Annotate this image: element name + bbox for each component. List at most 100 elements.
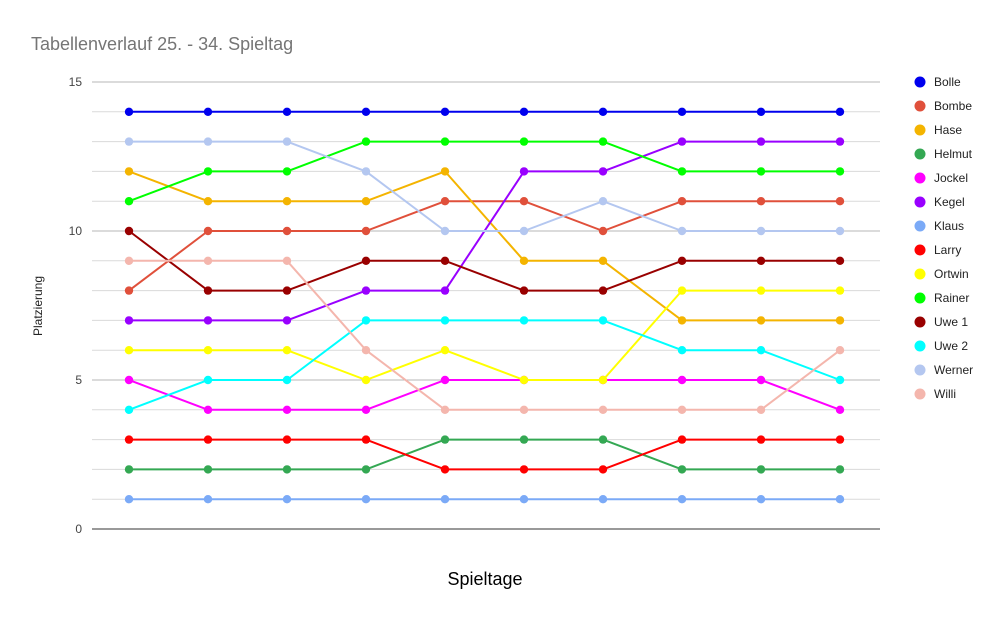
data-point	[361, 435, 371, 444]
data-point	[756, 137, 766, 146]
data-point	[203, 375, 213, 385]
data-point	[282, 375, 292, 385]
data-point	[598, 167, 608, 176]
data-point	[203, 226, 213, 236]
data-point	[756, 346, 766, 355]
legend-label: Klaus	[934, 219, 964, 233]
legend-item: Hase	[914, 123, 962, 137]
data-point	[203, 346, 213, 355]
series-group	[124, 107, 845, 504]
data-point	[124, 375, 134, 385]
data-point	[677, 226, 687, 236]
data-point	[282, 435, 292, 444]
data-point	[756, 375, 766, 385]
data-point	[835, 346, 845, 355]
series-willi	[124, 256, 845, 414]
data-point	[756, 465, 766, 474]
legend-marker	[914, 316, 926, 328]
data-point	[440, 226, 450, 236]
data-point	[598, 256, 608, 265]
data-point	[519, 435, 529, 444]
legend-label: Ortwin	[934, 267, 969, 281]
legend-label: Larry	[934, 243, 961, 257]
data-point	[677, 316, 687, 325]
legend-label: Bombe	[934, 99, 972, 113]
data-point	[677, 286, 687, 295]
legend-item: Willi	[914, 387, 956, 401]
data-point	[203, 286, 213, 295]
data-point	[835, 256, 845, 265]
series-line	[128, 200, 840, 292]
legend-marker	[914, 76, 926, 88]
series-line	[128, 319, 841, 411]
data-point	[124, 167, 134, 176]
legend-marker	[914, 196, 926, 208]
data-point	[282, 495, 292, 504]
data-point	[598, 405, 608, 414]
data-point	[756, 226, 766, 236]
legend-item: Klaus	[914, 219, 964, 233]
series-jockel	[124, 375, 845, 414]
data-point	[677, 256, 687, 265]
data-point	[124, 405, 134, 414]
data-point	[361, 375, 371, 385]
data-point	[519, 286, 529, 295]
legend-marker	[914, 148, 926, 160]
data-point	[677, 107, 687, 117]
data-point	[598, 197, 608, 206]
data-point	[203, 495, 213, 504]
legend-label: Hase	[934, 123, 962, 137]
data-point	[756, 197, 766, 206]
data-point	[756, 167, 766, 176]
series-line	[129, 259, 841, 411]
series-uwe-2	[124, 316, 845, 414]
data-point	[282, 167, 292, 176]
data-point	[677, 405, 687, 414]
legend-item: Uwe 2	[914, 339, 968, 353]
series-line	[129, 438, 840, 471]
data-point	[519, 316, 529, 325]
data-point	[835, 495, 845, 504]
series-uwe-1	[124, 226, 845, 295]
legend-item: Uwe 1	[914, 315, 968, 329]
series-line	[128, 230, 840, 292]
series-bolle	[124, 107, 845, 117]
series-klaus	[124, 495, 845, 504]
data-point	[124, 286, 134, 295]
legend-marker	[914, 124, 926, 136]
legend-label: Kegel	[934, 195, 965, 209]
data-point	[519, 226, 529, 236]
grid	[92, 81, 880, 530]
legend-marker	[914, 172, 926, 184]
data-point	[756, 405, 766, 414]
data-point	[124, 346, 134, 355]
data-point	[677, 167, 687, 176]
data-point	[835, 316, 845, 325]
data-point	[519, 405, 529, 414]
series-rainer	[124, 137, 845, 206]
legend-item: Bolle	[914, 75, 961, 89]
data-point	[282, 197, 292, 206]
series-line	[128, 379, 841, 411]
data-point	[361, 226, 371, 236]
data-point	[835, 137, 845, 146]
data-point	[203, 405, 213, 414]
data-point	[282, 286, 292, 295]
data-point	[124, 197, 134, 206]
data-point	[835, 405, 845, 414]
data-point	[835, 375, 845, 385]
legend-label: Werner	[934, 363, 973, 377]
chart-title: Tabellenverlauf 25. - 34. Spieltag	[31, 34, 293, 54]
data-point	[361, 316, 371, 325]
legend-marker	[914, 244, 926, 256]
legend-label: Jockel	[934, 171, 968, 185]
data-point	[440, 107, 450, 117]
data-point	[282, 405, 292, 414]
data-point	[677, 465, 687, 474]
data-point	[598, 107, 608, 117]
legend-label: Bolle	[934, 75, 961, 89]
y-axis-label: Platzierung	[31, 276, 45, 336]
legend-marker	[914, 292, 926, 304]
data-point	[519, 495, 529, 504]
